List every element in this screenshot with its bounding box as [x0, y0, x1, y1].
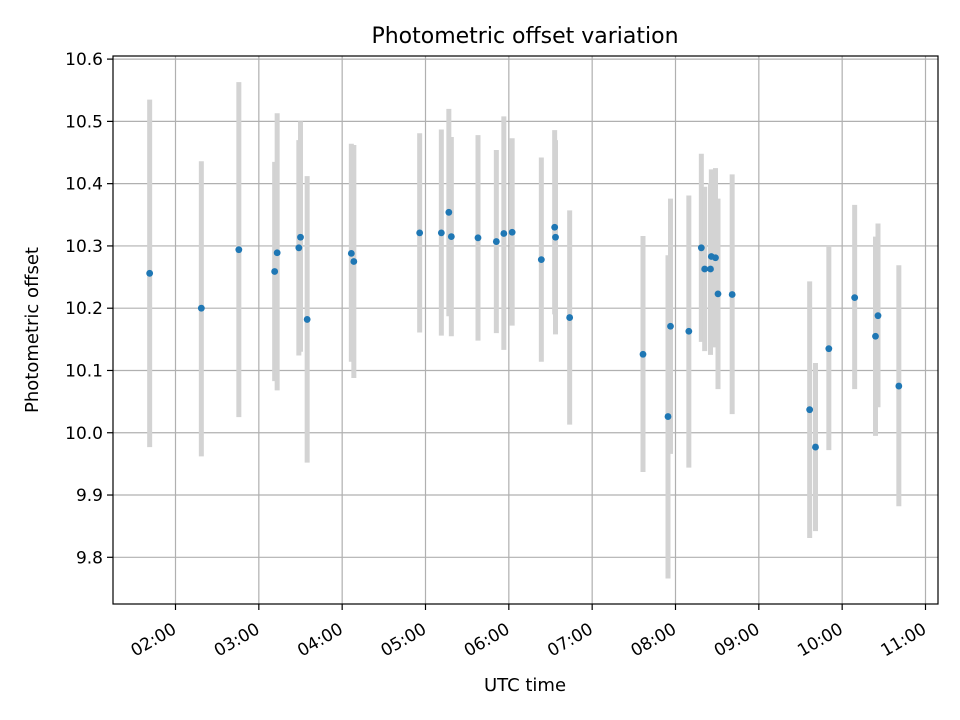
data-point: [697, 244, 705, 252]
y-tick-label: 9.8: [76, 548, 103, 568]
y-tick-label: 10.4: [65, 175, 103, 195]
data-point: [295, 244, 303, 252]
data-point: [350, 258, 358, 265]
data-point: [566, 314, 574, 321]
data-point: [235, 246, 243, 254]
y-tick-label: 10.1: [65, 361, 103, 381]
data-point: [851, 294, 859, 302]
data-point: [895, 382, 903, 390]
y-axis-ticks: 9.8 9.9 10.0 10.1 10.2 10.3 10.4 10.5 10.6: [65, 50, 113, 568]
data-point: [500, 230, 508, 237]
data-point: [537, 256, 545, 264]
y-tick-label: 10.3: [65, 237, 103, 257]
data-point: [508, 228, 516, 236]
data-point: [474, 234, 482, 242]
data-point: [728, 291, 736, 298]
data-point: [639, 350, 647, 358]
data-point: [437, 229, 445, 237]
data-point: [347, 250, 355, 257]
data-point: [872, 332, 879, 340]
data-points: [146, 208, 903, 451]
data-point: [303, 316, 311, 323]
data-point: [445, 208, 453, 216]
data-point: [197, 304, 205, 312]
data-point: [447, 233, 455, 240]
data-point: [271, 268, 279, 275]
data-point: [825, 345, 833, 353]
data-point: [712, 254, 719, 262]
data-point: [551, 223, 559, 231]
data-point: [492, 238, 500, 245]
data-point: [297, 233, 304, 241]
y-tick-label: 10.0: [65, 424, 103, 444]
data-point: [664, 413, 672, 420]
grid: [113, 56, 938, 604]
x-axis-label: UTC time: [484, 675, 566, 696]
data-point: [146, 269, 154, 277]
data-point: [685, 327, 693, 335]
plot-frame: [112, 55, 939, 605]
data-point: [667, 322, 674, 330]
y-axis-label: Photometric offset: [22, 247, 43, 413]
y-tick-label: 10.6: [65, 50, 103, 70]
data-point: [874, 312, 882, 320]
data-point: [416, 229, 424, 237]
data-point: [701, 265, 709, 273]
data-point: [552, 233, 559, 241]
y-tick-label: 10.2: [65, 299, 103, 319]
data-point: [806, 406, 814, 414]
data-point: [714, 290, 722, 298]
chart-title: Photometric offset variation: [371, 24, 678, 49]
data-point: [273, 249, 281, 257]
data-point: [707, 265, 714, 273]
data-point: [812, 443, 819, 451]
y-tick-label: 10.5: [65, 112, 103, 132]
y-tick-label: 9.9: [76, 486, 103, 506]
